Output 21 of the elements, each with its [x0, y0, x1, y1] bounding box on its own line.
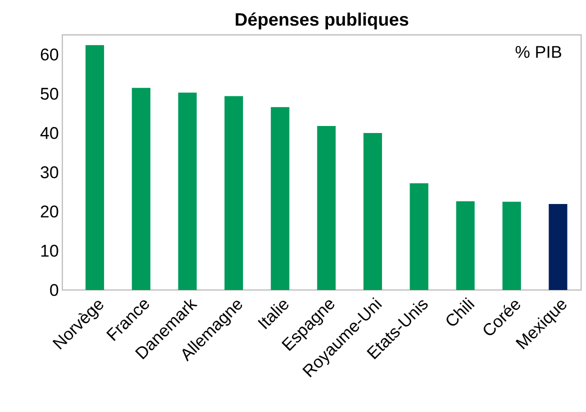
- y-tick-label: 60: [40, 48, 58, 61]
- annotation: % PIB: [516, 46, 562, 58]
- bar: [548, 204, 568, 290]
- chart-title: Dépenses publiques: [236, 12, 408, 30]
- bar: [270, 107, 290, 290]
- y-tick-label: 10: [41, 244, 58, 257]
- x-tick-label: Chili: [446, 297, 475, 326]
- bar: [178, 92, 197, 290]
- bar: [410, 183, 428, 290]
- y-tick-label: 20: [40, 206, 58, 218]
- bar: [317, 126, 336, 290]
- bar: [86, 45, 104, 290]
- y-tick-label: 50: [40, 88, 58, 100]
- y-tick-label: 40: [40, 127, 58, 140]
- bar: [132, 88, 150, 290]
- y-tick-label: 30: [40, 166, 58, 178]
- bar: [502, 202, 521, 290]
- bar: [363, 133, 382, 290]
- y-tick-label: 0: [50, 284, 58, 296]
- bar: [224, 96, 244, 290]
- bar: [456, 201, 475, 290]
